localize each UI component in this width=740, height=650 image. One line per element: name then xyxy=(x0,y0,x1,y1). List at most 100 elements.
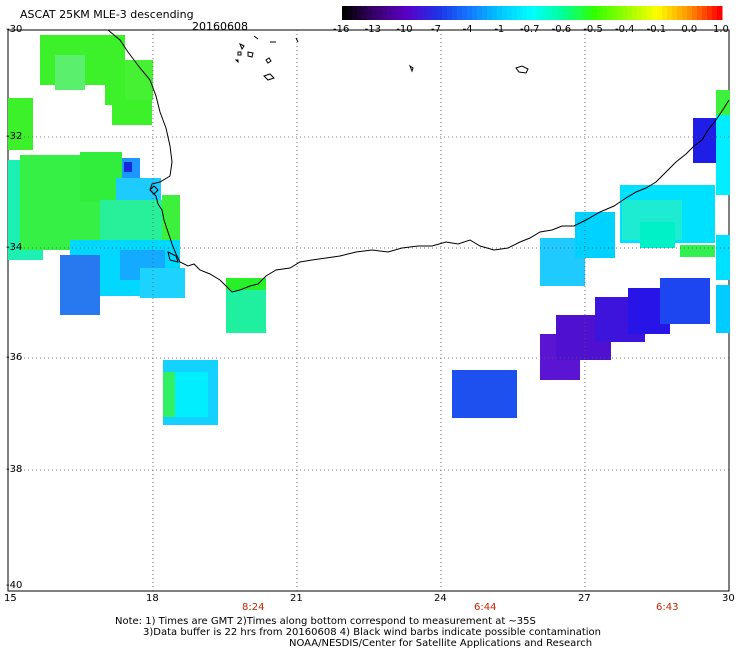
coastline-inlet xyxy=(149,185,179,263)
color-scale-cell xyxy=(527,6,533,20)
color-scale-cell xyxy=(407,6,413,20)
lon-label-27: 27 xyxy=(578,593,591,604)
chart-date: 20160608 xyxy=(192,20,248,33)
color-scale-cell xyxy=(472,6,478,20)
pass-time-3: 6:43 xyxy=(656,602,679,613)
color-scale-cell xyxy=(522,6,528,20)
color-scale-cell xyxy=(662,6,668,20)
color-scale-label: -7 xyxy=(431,24,441,35)
wind-data-cell xyxy=(124,162,132,172)
wind-data-swaths xyxy=(8,35,730,425)
color-scale-cell xyxy=(682,6,688,20)
lat-label-34: -34 xyxy=(6,242,23,253)
wind-data-cell xyxy=(640,222,675,248)
color-scale-cell xyxy=(572,6,578,20)
color-scale-cell xyxy=(512,6,518,20)
color-scale-cell xyxy=(657,6,663,20)
lat-label-32: -32 xyxy=(6,131,23,142)
color-scale-cell xyxy=(432,6,438,20)
color-scale-cell xyxy=(607,6,613,20)
lat-label-40: -40 xyxy=(6,580,23,591)
color-scale-cell xyxy=(547,6,553,20)
color-scale-cell xyxy=(482,6,488,20)
note-line-2: 3)Data buffer is 22 hrs from 20160608 4)… xyxy=(143,627,601,638)
wind-data-cell xyxy=(716,285,730,333)
color-scale-cell xyxy=(692,6,698,20)
color-scale-cell xyxy=(577,6,583,20)
color-scale-cell xyxy=(637,6,643,20)
wind-data-cell xyxy=(60,255,100,315)
color-scale-label: -13 xyxy=(364,24,381,35)
color-scale-cell xyxy=(632,6,638,20)
color-scale-cell xyxy=(352,6,358,20)
color-scale-cell xyxy=(477,6,483,20)
lat-label-30: -30 xyxy=(6,24,23,35)
color-scale-cell xyxy=(502,6,508,20)
lon-label-21: 21 xyxy=(290,593,303,604)
color-scale-cell xyxy=(367,6,373,20)
color-scale-cell xyxy=(452,6,458,20)
color-scale-cell xyxy=(642,6,648,20)
color-scale-cell xyxy=(422,6,428,20)
color-scale-cell xyxy=(687,6,693,20)
color-scale-cell xyxy=(697,6,703,20)
color-scale-label: 0.0 xyxy=(681,24,698,35)
color-scale-label: -0.6 xyxy=(551,24,572,35)
color-scale-cell xyxy=(712,6,718,20)
color-scale-label: -16 xyxy=(333,24,350,35)
color-scale-cell xyxy=(532,6,538,20)
color-scale-label: -0.1 xyxy=(646,24,667,35)
color-scale-label: 1.0 xyxy=(713,24,729,35)
wind-data-cell xyxy=(452,370,517,418)
lon-label-24: 24 xyxy=(434,593,447,604)
note-line-3: NOAA/NESDIS/Center for Satellite Applica… xyxy=(289,638,593,649)
color-scale-cell xyxy=(392,6,398,20)
color-scale-cell xyxy=(402,6,408,20)
color-scale-cell xyxy=(552,6,558,20)
wind-data-cell xyxy=(140,268,185,298)
wind-data-cell xyxy=(693,118,718,163)
color-scale-cell xyxy=(417,6,423,20)
islands xyxy=(234,35,529,81)
color-scale-cell xyxy=(667,6,673,20)
wind-data-cell xyxy=(170,372,208,417)
color-scale-cell xyxy=(487,6,493,20)
color-scale-cell xyxy=(562,6,568,20)
note-line-1: Note: 1) Times are GMT 2)Times along bot… xyxy=(115,616,536,627)
lon-label-30: 30 xyxy=(722,593,735,604)
wind-data-cell xyxy=(575,212,615,258)
wind-data-cell xyxy=(8,98,33,150)
lat-label-36: -36 xyxy=(6,352,23,363)
color-scale-cell xyxy=(342,6,348,20)
wind-data-cell xyxy=(80,152,122,202)
graticule xyxy=(8,30,729,591)
pass-time-1: 8:24 xyxy=(242,602,265,613)
color-scale-cell xyxy=(377,6,383,20)
color-scale-cell xyxy=(457,6,463,20)
color-scale-label: -0.4 xyxy=(615,24,635,35)
color-scale-cell xyxy=(597,6,603,20)
south-africa-coastline xyxy=(107,29,730,293)
wind-data-cell xyxy=(163,372,175,417)
color-scale-cell xyxy=(437,6,443,20)
color-scale-cell xyxy=(652,6,658,20)
color-scale-cell xyxy=(582,6,588,20)
color-scale-cell xyxy=(612,6,618,20)
lon-label-15: 15 xyxy=(4,593,17,604)
wind-data-cell xyxy=(660,278,710,324)
color-scale-cell xyxy=(372,6,378,20)
color-scale-cell xyxy=(397,6,403,20)
color-scale-cell xyxy=(702,6,708,20)
wind-data-cell xyxy=(680,245,715,257)
color-scale-cell xyxy=(387,6,393,20)
wind-data-cell xyxy=(716,235,730,280)
lat-label-38: -38 xyxy=(6,464,23,475)
color-scale-cell xyxy=(467,6,473,20)
color-scale-cell xyxy=(537,6,543,20)
color-scale-cell xyxy=(647,6,653,20)
color-scale-cell xyxy=(617,6,623,20)
color-scale-label: -10 xyxy=(396,24,413,35)
color-scale-cell xyxy=(517,6,523,20)
lon-label-18: 18 xyxy=(146,593,159,604)
